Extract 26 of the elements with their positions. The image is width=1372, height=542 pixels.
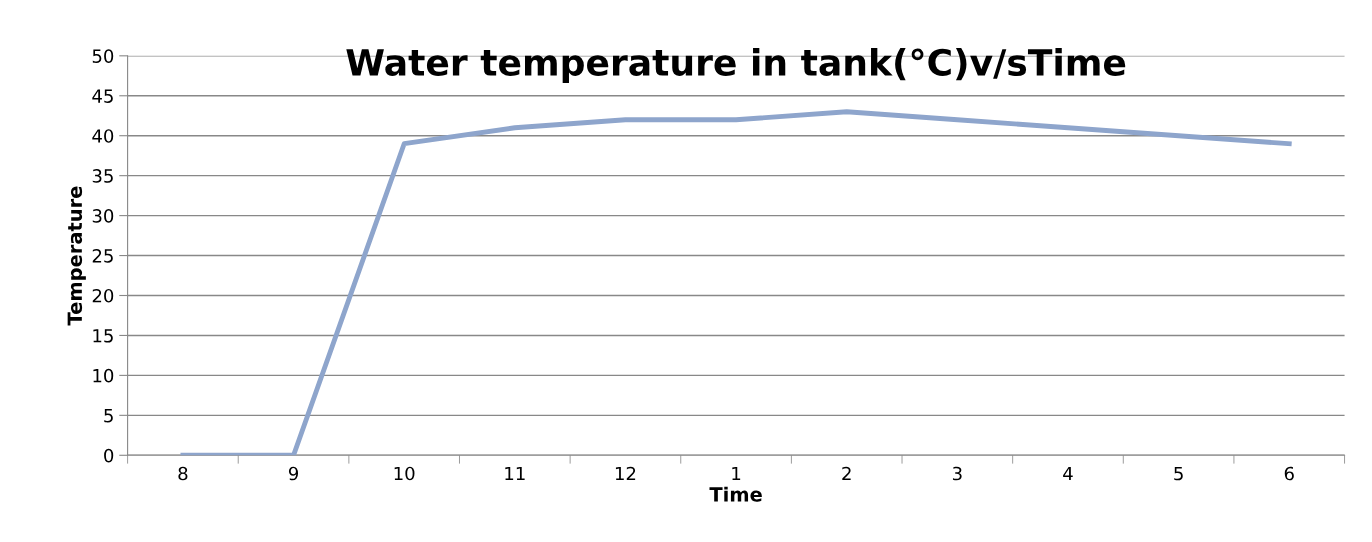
x-tick-label: 11 (505, 466, 525, 481)
x-tick-label: 4 (1063, 466, 1073, 481)
y-tick-label: 20 (92, 288, 114, 303)
x-tick-label: 6 (1284, 466, 1294, 481)
x-tick-label: 1 (732, 466, 741, 481)
y-tick-label: 35 (92, 169, 113, 183)
y-tick-label: 10 (93, 368, 114, 383)
y-tick-label: 25 (92, 249, 113, 263)
x-tick-label: 12 (615, 466, 636, 481)
x-tick-label: 2 (842, 466, 851, 481)
x-tick-label: 8 (178, 466, 188, 481)
y-tick-label: 45 (92, 89, 113, 103)
x-axis-title: Time (709, 486, 762, 502)
y-tick-label: 15 (93, 329, 113, 343)
x-tick-label: 5 (1174, 466, 1183, 481)
y-tick-label: 0 (104, 448, 114, 463)
chart-title: Water temperature in tank(°C)v/sTime (346, 48, 1126, 83)
y-axis-title: Temperature (67, 186, 86, 326)
x-tick-label: 10 (394, 466, 415, 481)
line-series (180, 109, 1292, 456)
y-tick-label: 40 (92, 129, 114, 143)
x-tick-label: 9 (288, 466, 299, 481)
y-tick-label: 30 (92, 209, 114, 223)
y-tick-label: 5 (104, 409, 113, 423)
x-tick-label: 3 (952, 466, 962, 481)
y-tick-label: 50 (92, 49, 114, 63)
